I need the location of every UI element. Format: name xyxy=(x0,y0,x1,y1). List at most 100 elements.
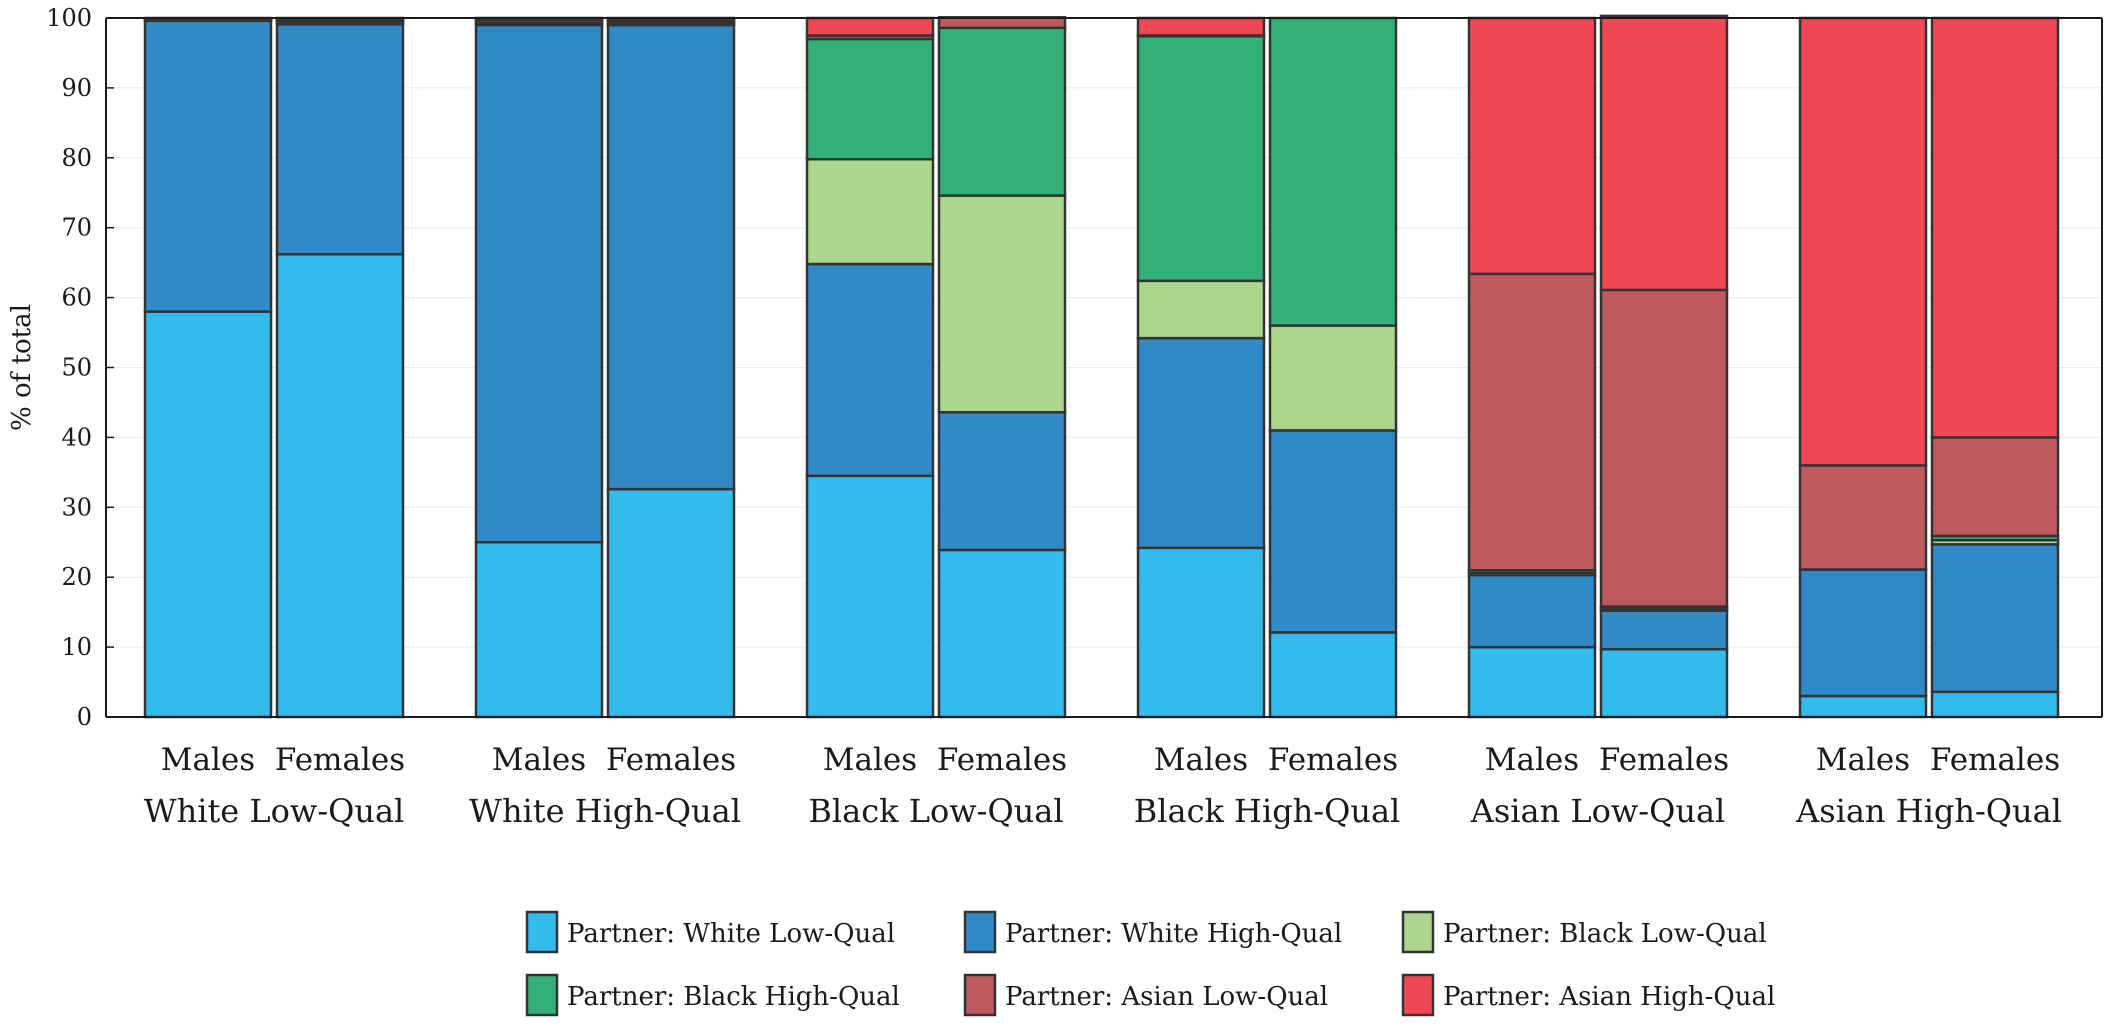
bar-segment xyxy=(1930,16,2060,439)
y-tick-label: 10 xyxy=(61,633,92,661)
bar-segment xyxy=(143,310,273,719)
x-category-label: Males xyxy=(823,742,917,778)
x-category-label: Females xyxy=(1268,742,1398,778)
y-tick-label: 50 xyxy=(61,354,92,382)
legend-label: Partner: White Low-Qual xyxy=(567,919,895,949)
bar-segment xyxy=(1268,16,1398,327)
y-tick-label: 0 xyxy=(77,703,92,731)
bar-stack xyxy=(143,16,273,719)
bar-segment xyxy=(1467,16,1597,276)
x-category-label: Females xyxy=(1599,742,1729,778)
bar-segment xyxy=(1798,464,1928,571)
x-category-label: Males xyxy=(1154,742,1248,778)
bar-stack xyxy=(275,16,405,719)
bar-segment xyxy=(1467,645,1597,719)
x-category-label: Females xyxy=(937,742,1067,778)
legend: Partner: White Low-Qual Partner: White Hi… xyxy=(525,910,1775,1017)
bar-segment xyxy=(937,194,1067,414)
bar-segment xyxy=(606,23,736,491)
y-tick-label: 100 xyxy=(46,4,92,32)
x-category-label: Males xyxy=(492,742,586,778)
y-tick-label: 80 xyxy=(61,144,92,172)
bar-segment xyxy=(1467,573,1597,649)
bar-stack xyxy=(937,16,1067,719)
y-axis-label: % of total xyxy=(7,304,37,431)
bar-stack xyxy=(1467,16,1597,719)
y-tick-label: 70 xyxy=(61,214,92,242)
bar-segment xyxy=(1599,14,1729,292)
x-group-label: White Low-Qual xyxy=(144,792,405,830)
bar-segment xyxy=(1268,631,1398,719)
x-category-label: Males xyxy=(1816,742,1910,778)
y-tick-label: 20 xyxy=(61,563,92,591)
bar-stack xyxy=(1930,16,2060,719)
bar-segment xyxy=(474,23,604,544)
x-group-label: Asian High-Qual xyxy=(1795,792,2062,830)
bar-stack xyxy=(1136,16,1266,719)
bar-segment xyxy=(1798,568,1928,698)
legend-swatch xyxy=(1401,910,1435,954)
bar-segment xyxy=(1798,694,1928,719)
y-tick-label: 60 xyxy=(61,284,92,312)
legend-item: Partner: White High-Qual xyxy=(963,910,1342,954)
bar-segment xyxy=(805,474,935,719)
bar-segment xyxy=(606,487,736,719)
bar-segment xyxy=(1930,436,2060,538)
x-group-label: Black Low-Qual xyxy=(808,792,1063,830)
bar-segment xyxy=(143,19,273,313)
bar-segment xyxy=(805,16,935,37)
bar-segment xyxy=(275,23,405,256)
bars-layer xyxy=(143,14,2060,719)
legend-swatch xyxy=(525,973,559,1017)
y-tick-label: 90 xyxy=(61,74,92,102)
bar-segment xyxy=(1136,336,1266,550)
bar-segment xyxy=(1268,429,1398,634)
legend-label: Partner: Black High-Qual xyxy=(567,982,900,1012)
x-category-label: Females xyxy=(275,742,405,778)
bar-segment xyxy=(1136,279,1266,340)
bar-stack xyxy=(805,16,935,719)
legend-swatch xyxy=(525,910,559,954)
bar-segment xyxy=(805,37,935,161)
bar-stack xyxy=(474,16,604,719)
bar-segment xyxy=(1599,609,1729,651)
bar-segment xyxy=(1136,34,1266,283)
bar-segment xyxy=(805,157,935,266)
x-category-label: Females xyxy=(606,742,736,778)
bar-segment xyxy=(1136,546,1266,719)
legend-item: Partner: Black Low-Qual xyxy=(1401,910,1767,954)
legend-swatch xyxy=(963,973,997,1017)
bar-segment xyxy=(474,541,604,719)
bar-segment xyxy=(937,548,1067,719)
bar-stack xyxy=(1599,14,1729,719)
bar-segment xyxy=(805,262,935,478)
legend-label: Partner: Black Low-Qual xyxy=(1443,919,1767,949)
axes-layer xyxy=(105,17,2103,718)
bar-segment xyxy=(1930,543,2060,694)
labels-layer: 0 10 20 30 40 50 60 70 80 90 100 Males Females Males F… xyxy=(7,4,2062,830)
x-group-label: Black High-Qual xyxy=(1134,792,1401,830)
bar-segment xyxy=(937,26,1067,197)
legend-item: Partner: Asian Low-Qual xyxy=(963,973,1328,1017)
bar-segment xyxy=(1930,690,2060,719)
bar-stack xyxy=(1268,16,1398,719)
bar-segment xyxy=(1136,16,1266,37)
bar-segment xyxy=(1268,324,1398,432)
x-group-label: White High-Qual xyxy=(469,792,741,830)
legend-label: Partner: White High-Qual xyxy=(1005,919,1342,949)
legend-swatch xyxy=(963,910,997,954)
bar-stack xyxy=(1798,16,1928,719)
legend-label: Partner: Asian High-Qual xyxy=(1443,982,1775,1012)
x-group-label: Asian Low-Qual xyxy=(1470,792,1726,830)
bar-segment xyxy=(937,410,1067,552)
bar-segment xyxy=(275,253,405,719)
legend-item: Partner: White Low-Qual xyxy=(525,910,895,954)
legend-swatch xyxy=(1401,973,1435,1017)
bar-stack xyxy=(606,16,736,719)
bar-segment xyxy=(1467,272,1597,572)
bar-segment xyxy=(1798,16,1928,467)
legend-label: Partner: Asian Low-Qual xyxy=(1005,982,1328,1012)
x-category-label: Males xyxy=(1485,742,1579,778)
